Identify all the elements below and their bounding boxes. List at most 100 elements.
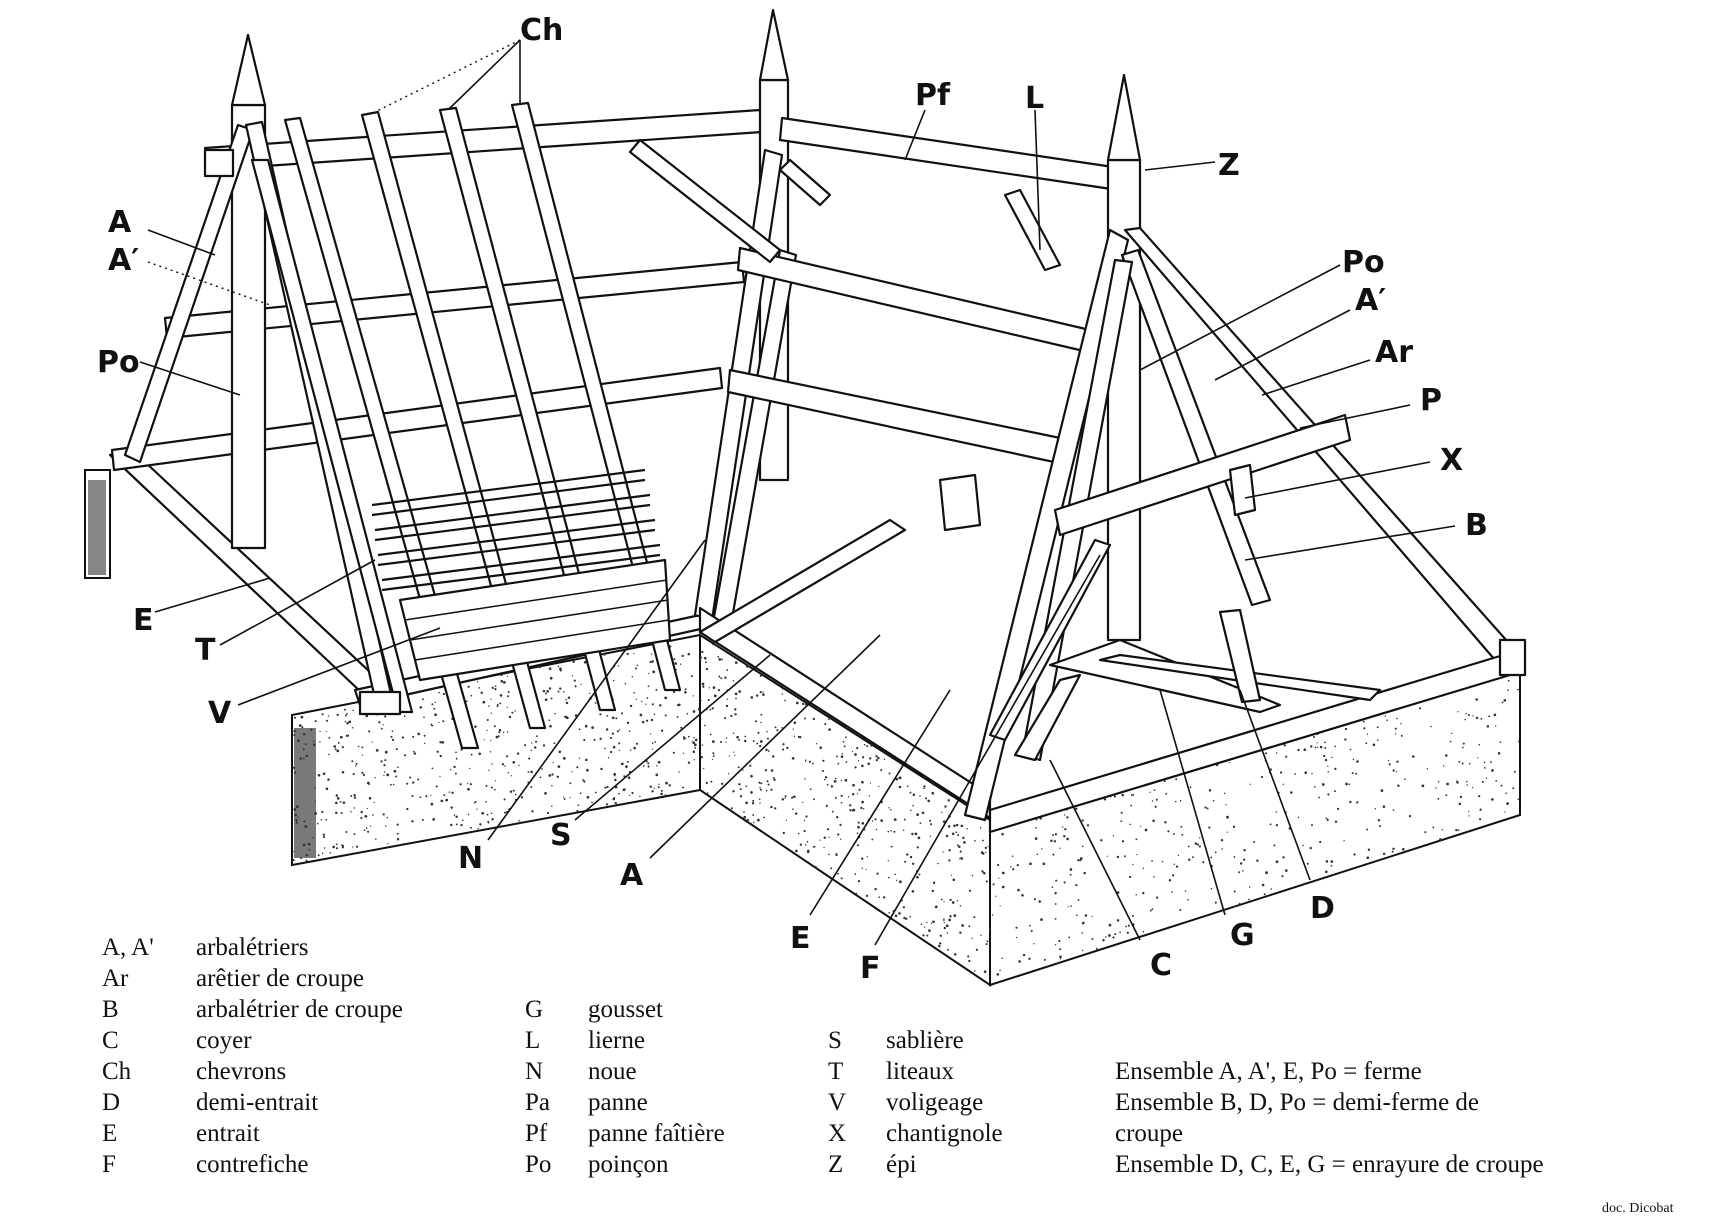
stipple-dot bbox=[759, 802, 761, 804]
stipple-dot bbox=[1177, 854, 1180, 857]
stipple-dot bbox=[501, 763, 505, 766]
stipple-dot bbox=[563, 690, 565, 693]
stipple-dot bbox=[948, 849, 951, 852]
stipple-dot bbox=[1028, 957, 1031, 960]
stipple-dot bbox=[641, 700, 643, 703]
legend-code: C bbox=[102, 1027, 119, 1054]
stipple-dot bbox=[1503, 698, 1507, 702]
stipple-dot bbox=[946, 932, 949, 934]
stipple-dot bbox=[551, 784, 553, 787]
stipple-dot bbox=[1016, 863, 1019, 867]
stipple-dot bbox=[856, 832, 859, 835]
stipple-dot bbox=[1283, 744, 1286, 747]
stipple-dot bbox=[878, 896, 881, 899]
stipple-dot bbox=[971, 874, 974, 877]
stipple-dot bbox=[584, 725, 587, 727]
stipple-dot bbox=[1142, 930, 1145, 933]
stipple-dot bbox=[1457, 829, 1460, 831]
stipple-dot bbox=[1151, 800, 1154, 802]
stipple-dot bbox=[871, 820, 874, 822]
stipple-dot bbox=[576, 809, 579, 812]
stipple-dot bbox=[1066, 816, 1069, 819]
stipple-dot bbox=[509, 790, 513, 793]
stipple-dot bbox=[1349, 748, 1352, 751]
stipple-dot bbox=[943, 922, 945, 924]
stipple-dot bbox=[563, 798, 566, 800]
stipple-dot bbox=[554, 712, 556, 715]
stipple-dot bbox=[784, 795, 787, 798]
stipple-dot bbox=[373, 801, 375, 804]
stipple-dot bbox=[738, 738, 741, 741]
stipple-dot bbox=[1302, 844, 1304, 847]
stipple-dot bbox=[912, 793, 916, 796]
stipple-dot bbox=[875, 828, 878, 831]
stipple-dot bbox=[875, 755, 878, 758]
stipple-dot bbox=[542, 689, 546, 693]
stipple-dot bbox=[322, 772, 326, 775]
stipple-dot bbox=[750, 791, 753, 794]
stipple-dot bbox=[837, 833, 840, 836]
stipple-dot bbox=[1480, 718, 1483, 720]
stipple-dot bbox=[297, 816, 299, 818]
stipple-dot bbox=[514, 710, 516, 712]
stipple-dot bbox=[413, 752, 416, 754]
stipple-dot bbox=[745, 801, 748, 805]
stipple-dot bbox=[1011, 855, 1014, 857]
stipple-dot bbox=[1273, 844, 1276, 847]
stipple-dot bbox=[1279, 771, 1283, 774]
stipple-dot bbox=[527, 771, 530, 773]
stipple-dot bbox=[953, 824, 956, 828]
stipple-dot bbox=[745, 664, 749, 668]
stipple-dot bbox=[507, 772, 510, 774]
stipple-dot bbox=[920, 923, 923, 925]
stipple-dot bbox=[1198, 845, 1201, 848]
stipple-dot bbox=[914, 832, 918, 836]
label-b: B bbox=[1465, 508, 1488, 543]
stipple-dot bbox=[734, 708, 737, 711]
stipple-dot bbox=[1430, 725, 1432, 728]
stipple-dot bbox=[1033, 898, 1036, 901]
stipple-dot bbox=[292, 766, 296, 770]
stipple-dot bbox=[793, 721, 797, 724]
stipple-dot bbox=[840, 755, 844, 758]
stipple-dot bbox=[902, 829, 905, 831]
legend-term: sablière bbox=[886, 1027, 964, 1054]
stipple-dot bbox=[1282, 856, 1285, 859]
stipple-dot bbox=[530, 770, 533, 774]
stipple-dot bbox=[1054, 944, 1057, 946]
stipple-dot bbox=[890, 808, 892, 811]
stipple-dot bbox=[984, 846, 987, 850]
stipple-dot bbox=[865, 894, 869, 898]
stipple-dot bbox=[781, 726, 783, 729]
stipple-dot bbox=[745, 785, 748, 788]
stipple-dot bbox=[411, 820, 414, 823]
stipple-dot bbox=[1392, 769, 1395, 772]
stipple-dot bbox=[1179, 909, 1182, 911]
stipple-dot bbox=[1311, 824, 1313, 827]
stipple-dot bbox=[1384, 715, 1387, 717]
stipple-dot bbox=[467, 813, 470, 816]
stipple-dot bbox=[861, 821, 865, 825]
stipple-dot bbox=[931, 889, 935, 893]
stipple-dot bbox=[482, 700, 486, 704]
stipple-dot bbox=[854, 753, 857, 756]
stipple-dot bbox=[700, 756, 703, 759]
stipple-dot bbox=[804, 760, 807, 762]
stipple-dot bbox=[681, 654, 684, 658]
stipple-dot bbox=[660, 792, 663, 796]
stipple-dot bbox=[856, 844, 860, 847]
stipple-dot bbox=[365, 815, 368, 818]
stipple-dot bbox=[495, 735, 499, 739]
stipple-dot bbox=[840, 838, 842, 840]
stipple-dot bbox=[687, 735, 690, 738]
stipple-dot bbox=[759, 740, 763, 743]
stipple-dot bbox=[929, 835, 932, 837]
stipple-dot bbox=[717, 688, 721, 692]
stipple-dot bbox=[1239, 862, 1243, 865]
stipple-dot bbox=[653, 787, 656, 789]
stipple-dot bbox=[524, 744, 527, 747]
stipple-dot bbox=[874, 818, 877, 821]
stipple-dot bbox=[725, 737, 728, 739]
stipple-dot bbox=[870, 744, 873, 747]
stipple-dot bbox=[719, 740, 723, 744]
